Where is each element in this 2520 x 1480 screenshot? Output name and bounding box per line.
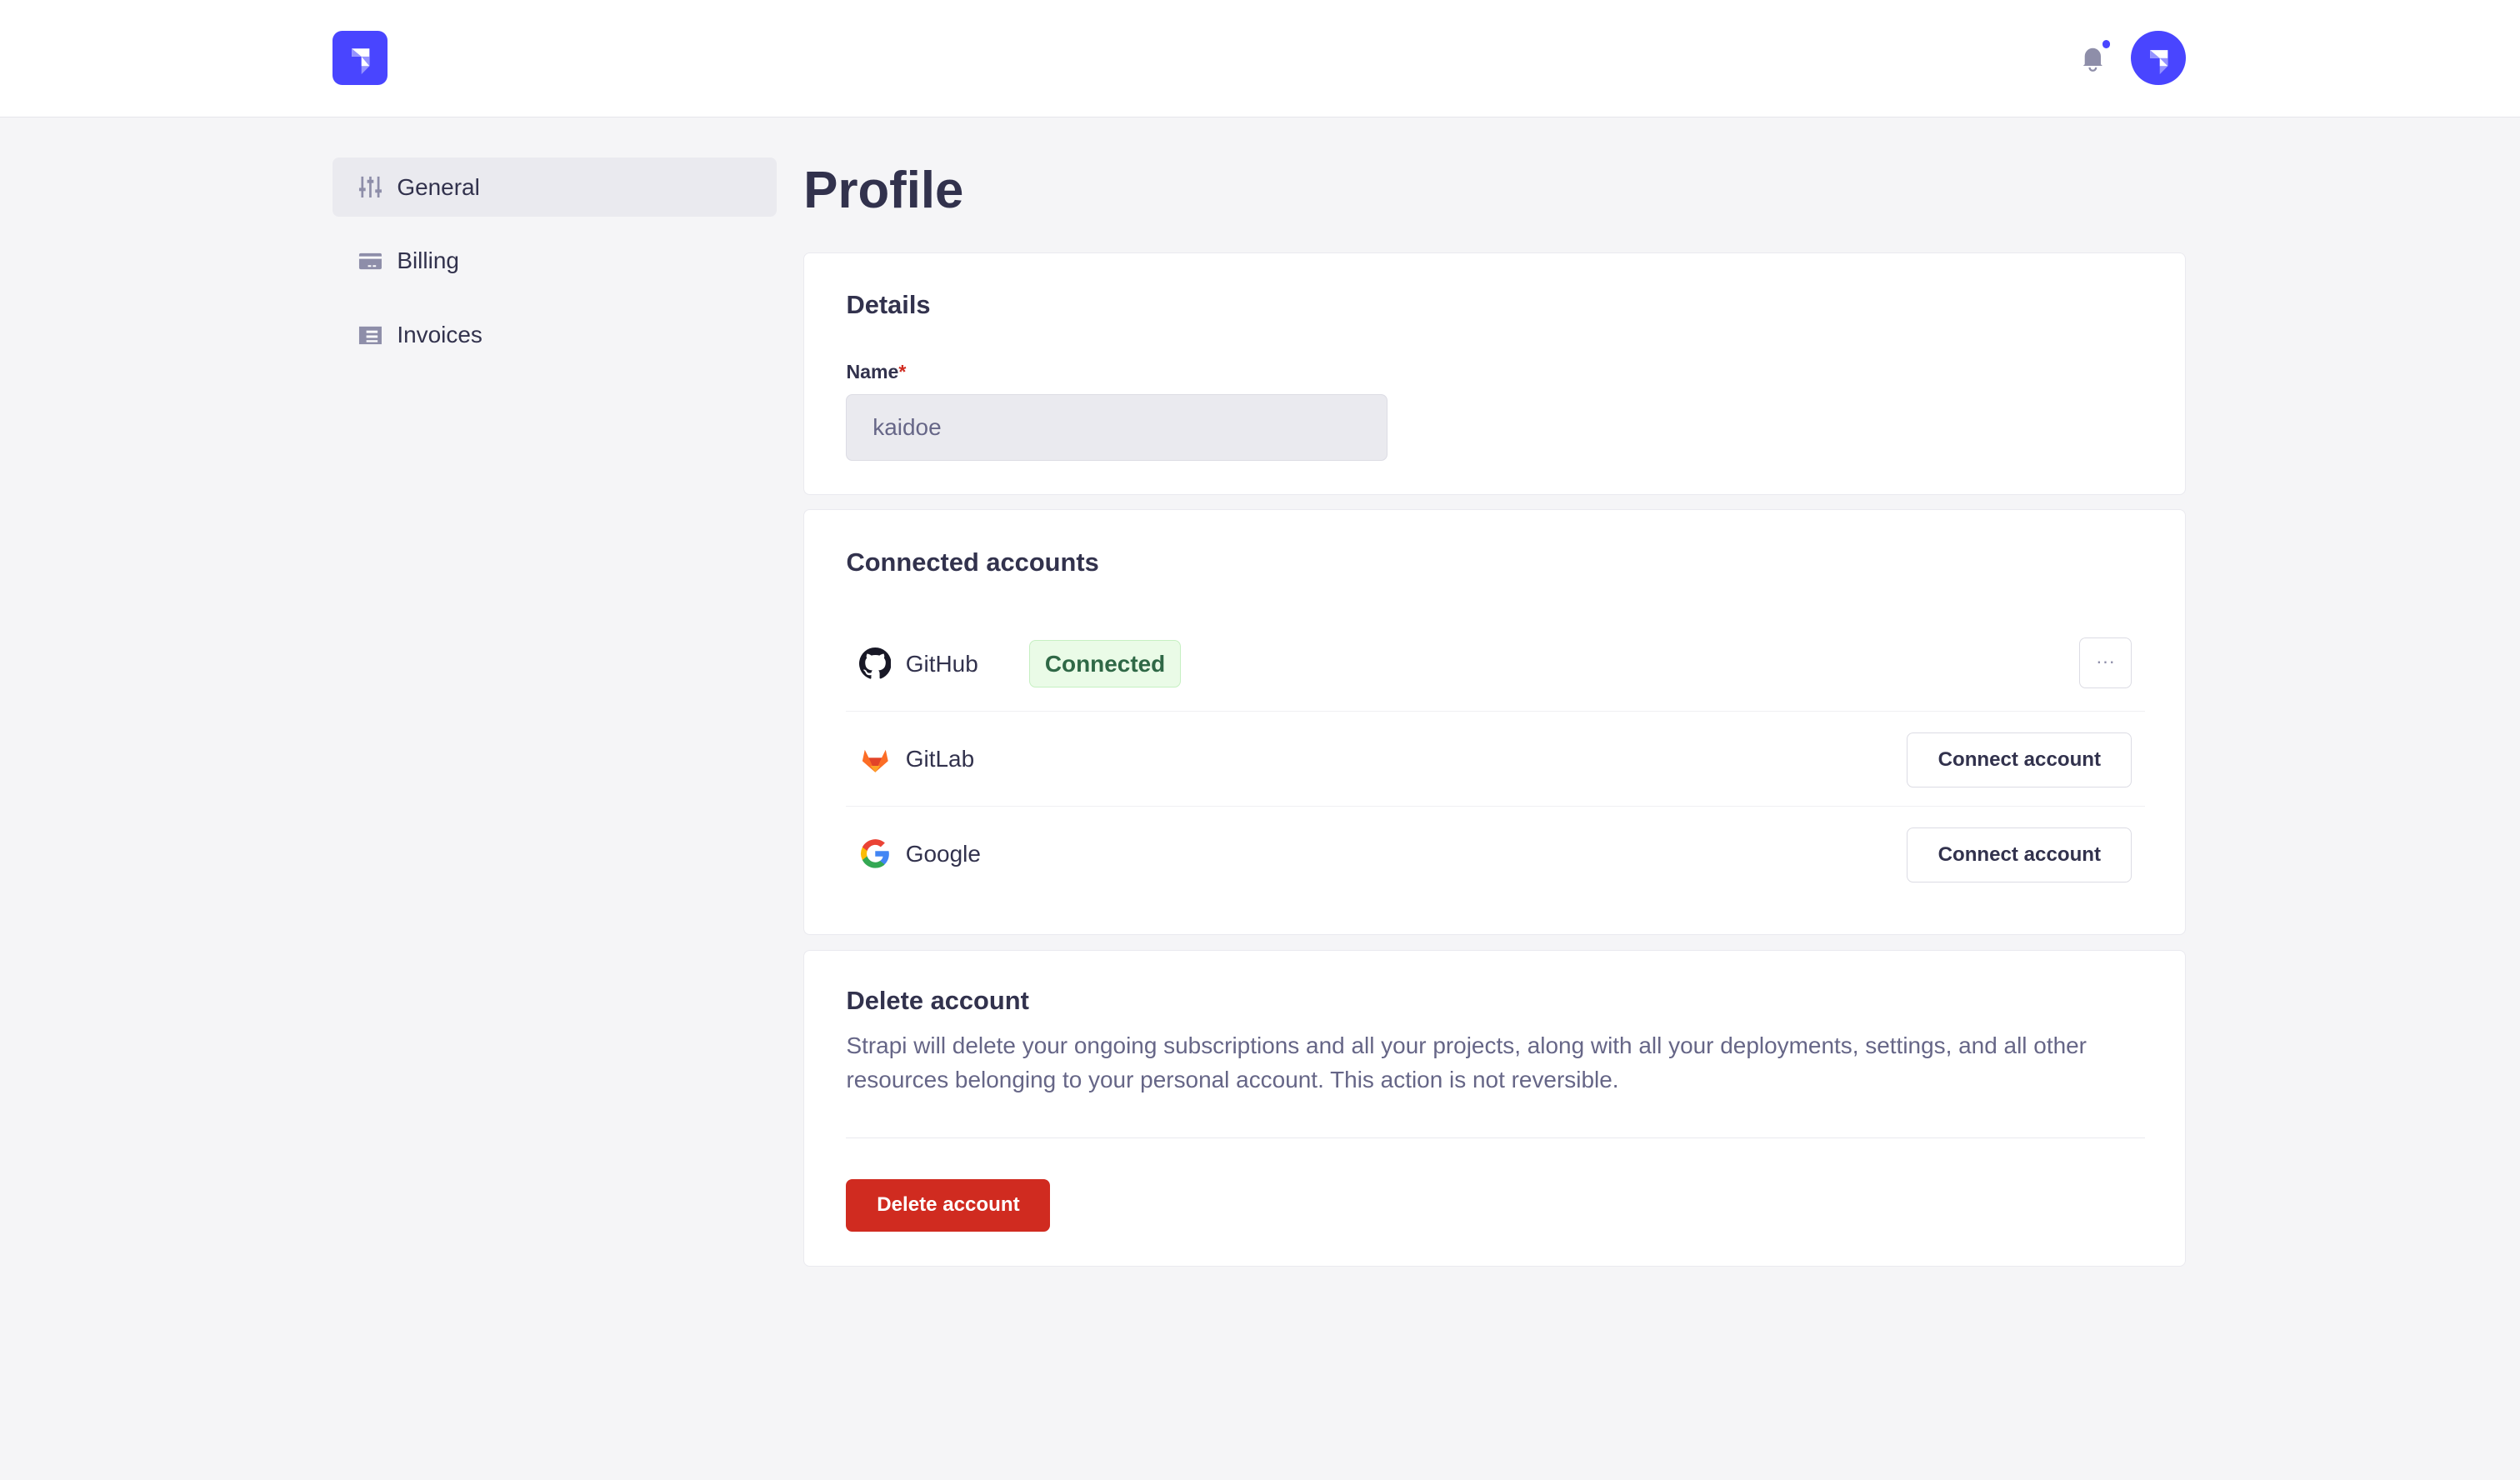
sidebar-item-label: Billing [397,248,459,274]
account-row-gitlab: GitLab Connect account [846,711,2145,806]
sidebar-item-general[interactable]: General [332,158,777,218]
top-header [0,0,2520,118]
connected-accounts-card: Connected accounts GitHub Connected ··· … [803,509,2186,936]
sidebar-item-label: Invoices [397,322,482,348]
gitlab-icon [862,749,888,772]
delete-account-button[interactable]: Delete account [846,1178,1051,1232]
sidebar-item-billing[interactable]: Billing [332,232,776,291]
avatar[interactable] [2131,30,2186,86]
github-icon [858,648,892,679]
account-row-github: GitHub Connected ··· [846,617,2144,712]
connect-gitlab-button[interactable]: Connect account [1907,732,2132,788]
more-options-button[interactable]: ··· [2078,637,2132,689]
details-card: Details Name* kaidoe [803,252,2186,495]
notification-dot [2102,40,2111,48]
account-name: GitLab [905,745,975,772]
credit-card-icon [359,252,382,270]
name-label: Name* [846,360,907,382]
account-row-google: Google Connect account [846,806,2145,901]
google-icon [860,839,889,868]
required-mark: * [898,360,907,382]
delete-account-card: Delete account Strapi will delete your o… [803,949,2186,1267]
account-name: Google [905,840,981,867]
delete-account-heading: Delete account [846,986,1029,1016]
connect-google-button[interactable]: Connect account [1907,828,2132,882]
sliders-icon [359,177,382,198]
sidebar-item-label: General [397,173,480,200]
divider [846,1137,2145,1139]
details-heading: Details [846,290,931,320]
name-input[interactable]: kaidoe [846,394,1388,461]
connected-accounts-heading: Connected accounts [846,547,1099,577]
status-badge: Connected [1029,639,1181,688]
account-name: GitHub [905,650,978,677]
delete-account-description: Strapi will delete your ongoing subscrip… [846,1032,2087,1092]
invoice-icon [359,326,382,344]
page-title: Profile [803,161,964,219]
strapi-logo[interactable] [332,30,388,86]
bell-icon[interactable] [2078,43,2108,72]
sidebar-item-invoices[interactable]: Invoices [332,305,776,364]
